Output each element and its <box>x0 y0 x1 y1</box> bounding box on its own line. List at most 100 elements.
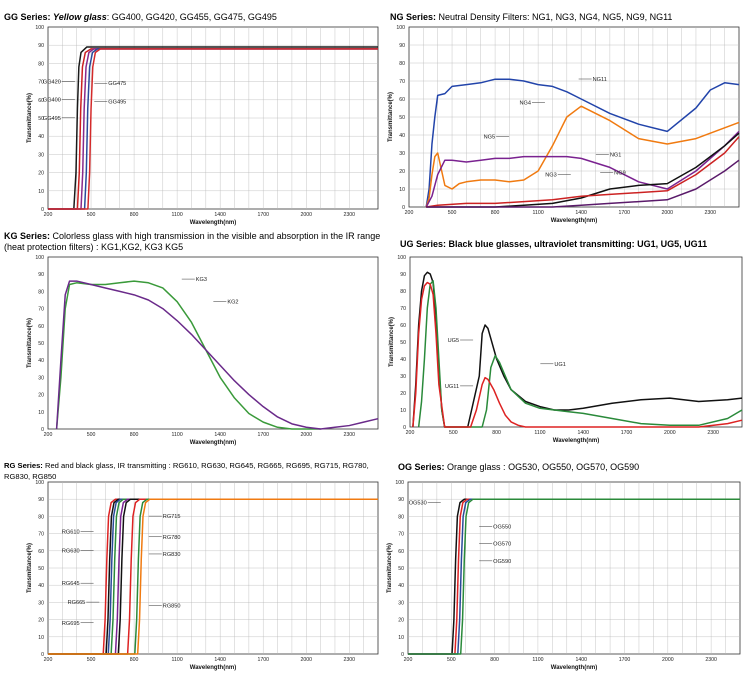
kg-xtick-label: 1100 <box>172 432 183 438</box>
ng-ytick-label: 70 <box>399 79 405 85</box>
rg-ytick-label: 90 <box>38 497 44 503</box>
gg-series-gg455 <box>48 48 378 210</box>
rg-xtick-label: 500 <box>87 657 96 663</box>
gg-ytick-label: 10 <box>38 189 44 195</box>
ug-xtick-label: 800 <box>492 430 501 436</box>
og-xtick-label: 1400 <box>575 657 587 663</box>
kg-ytick-label: 40 <box>38 358 44 364</box>
rg-ytick-label: 60 <box>38 549 44 555</box>
rg-xtick-label: 2300 <box>344 657 356 663</box>
rg-curve-label: RG695 <box>62 621 80 627</box>
ng-xlabel: Wavelength(nm) <box>551 218 597 224</box>
gg-ytick-label: 100 <box>35 25 44 31</box>
rg-curve-label: RG830 <box>163 552 181 558</box>
og-xtick-label: 500 <box>447 657 456 663</box>
kg-series-kg3 <box>55 280 321 430</box>
gg-ytick-label: 70 <box>38 80 44 86</box>
ug-title: UG Series: Black blue glasses, ultraviol… <box>400 239 748 250</box>
gg-xtick-label: 2300 <box>344 212 356 218</box>
ng-curve-label: NG1 <box>610 153 622 159</box>
og-ytick-label: 10 <box>398 635 404 641</box>
rg-curve-label: RG645 <box>62 581 80 587</box>
ug-xtick-label: 2000 <box>664 430 676 436</box>
gg-title: GG Series: Yellow glass: GG400, GG420, G… <box>4 12 374 23</box>
gg-series-gg495 <box>48 48 378 210</box>
kg-ytick-label: 100 <box>35 255 44 261</box>
og-xtick-label: 800 <box>490 657 499 663</box>
gg-xtick-label: 1100 <box>172 212 183 218</box>
og-xtick-label: 1700 <box>619 657 631 663</box>
ug-ytick-label: 40 <box>400 357 406 363</box>
rg-curve-label: RG610 <box>62 530 80 536</box>
ng-ytick-label: 40 <box>399 133 405 139</box>
kg-series-kg2 <box>55 280 379 430</box>
rg-title-bold: RG Series: <box>4 461 43 470</box>
rg-series-rg665 <box>48 498 378 655</box>
ug-ytick-label: 90 <box>400 272 406 278</box>
rg-series-rg715 <box>48 498 378 655</box>
kg-xtick-label: 500 <box>87 432 96 438</box>
kg-ylabel: Transmittance(%) <box>27 318 33 368</box>
kg-curve-label: KG2 <box>227 299 238 305</box>
gg-xtick-label: 1700 <box>257 212 269 218</box>
gg-title-rest: : GG400, GG420, GG455, GG475, GG495 <box>106 12 277 22</box>
rg-ytick-label: 20 <box>38 618 44 624</box>
gg-series-gg400 <box>48 46 378 210</box>
gg-xtick-label: 200 <box>44 212 53 218</box>
rg-xtick-label: 200 <box>44 657 53 663</box>
og-series-og530 <box>408 498 740 655</box>
ng-xtick-label: 2000 <box>661 210 673 216</box>
rg-series-rg610 <box>48 498 378 655</box>
rg-ytick-label: 70 <box>38 532 44 538</box>
rg-ytick-label: 10 <box>38 635 44 641</box>
rg-title-rest: Red and black glass, IR transmitting : R… <box>4 461 369 481</box>
kg-title-rest: Colorless glass with high transmission i… <box>4 231 381 252</box>
ug-ytick-label: 10 <box>400 408 406 414</box>
og-title: OG Series: Orange glass : OG530, OG550, … <box>398 462 748 473</box>
kg-ytick-label: 90 <box>38 272 44 278</box>
kg-title-bold: KG Series: <box>4 231 51 241</box>
gg-title-italic: Yellow glass <box>53 12 107 22</box>
gg-ytick-label: 20 <box>38 171 44 177</box>
gg-ytick-label: 50 <box>38 116 44 122</box>
rg-curve-label: RG665 <box>68 600 86 606</box>
rg-curve-label: RG850 <box>163 604 181 610</box>
ug-xtick-label: 1100 <box>534 430 545 436</box>
og-ytick-label: 30 <box>398 600 404 606</box>
ug-ytick-label: 0 <box>403 425 406 431</box>
ug-ytick-label: 70 <box>400 306 406 312</box>
ng-series-ng9 <box>426 159 740 208</box>
og-ytick-label: 40 <box>398 583 404 589</box>
ng-ytick-label: 100 <box>396 25 405 31</box>
kg-xtick-label: 1700 <box>257 432 269 438</box>
kg-ytick-label: 70 <box>38 307 44 313</box>
gg-xtick-label: 2000 <box>300 212 312 218</box>
gg-ytick-label: 30 <box>38 152 44 158</box>
rg-xtick-label: 1400 <box>214 657 226 663</box>
ng-ytick-label: 20 <box>399 169 405 175</box>
ng-series-ng4 <box>425 105 740 208</box>
ng-curve-label: NG5 <box>484 135 496 141</box>
kg-xtick-label: 200 <box>44 432 53 438</box>
kg-ytick-label: 20 <box>38 393 44 399</box>
ng-ytick-label: 60 <box>399 97 405 103</box>
ng-ylabel: Transmittance(%) <box>388 92 394 142</box>
gg-curve-label: GG495 <box>108 99 126 105</box>
gg-xtick-label: 1400 <box>214 212 226 218</box>
kg-plot-area <box>47 256 379 430</box>
rg-ytick-label: 40 <box>38 583 44 589</box>
kg-xlabel: Wavelength(nm) <box>190 440 236 446</box>
rg-title: RG Series: Red and black glass, IR trans… <box>4 460 394 482</box>
ug-series-ug1 <box>417 280 743 428</box>
ng-xtick-label: 200 <box>405 210 414 216</box>
rg-curve-label: RG715 <box>163 514 181 520</box>
og-series-og550 <box>408 498 740 655</box>
kg-title: KG Series: Colorless glass with high tra… <box>4 231 384 253</box>
ng-xtick-label: 1400 <box>575 210 587 216</box>
kg-ytick-label: 60 <box>38 324 44 330</box>
og-series-og590 <box>408 498 740 655</box>
ng-title: NG Series: Neutral Density Filters: NG1,… <box>390 12 748 23</box>
ug-ytick-label: 30 <box>400 374 406 380</box>
